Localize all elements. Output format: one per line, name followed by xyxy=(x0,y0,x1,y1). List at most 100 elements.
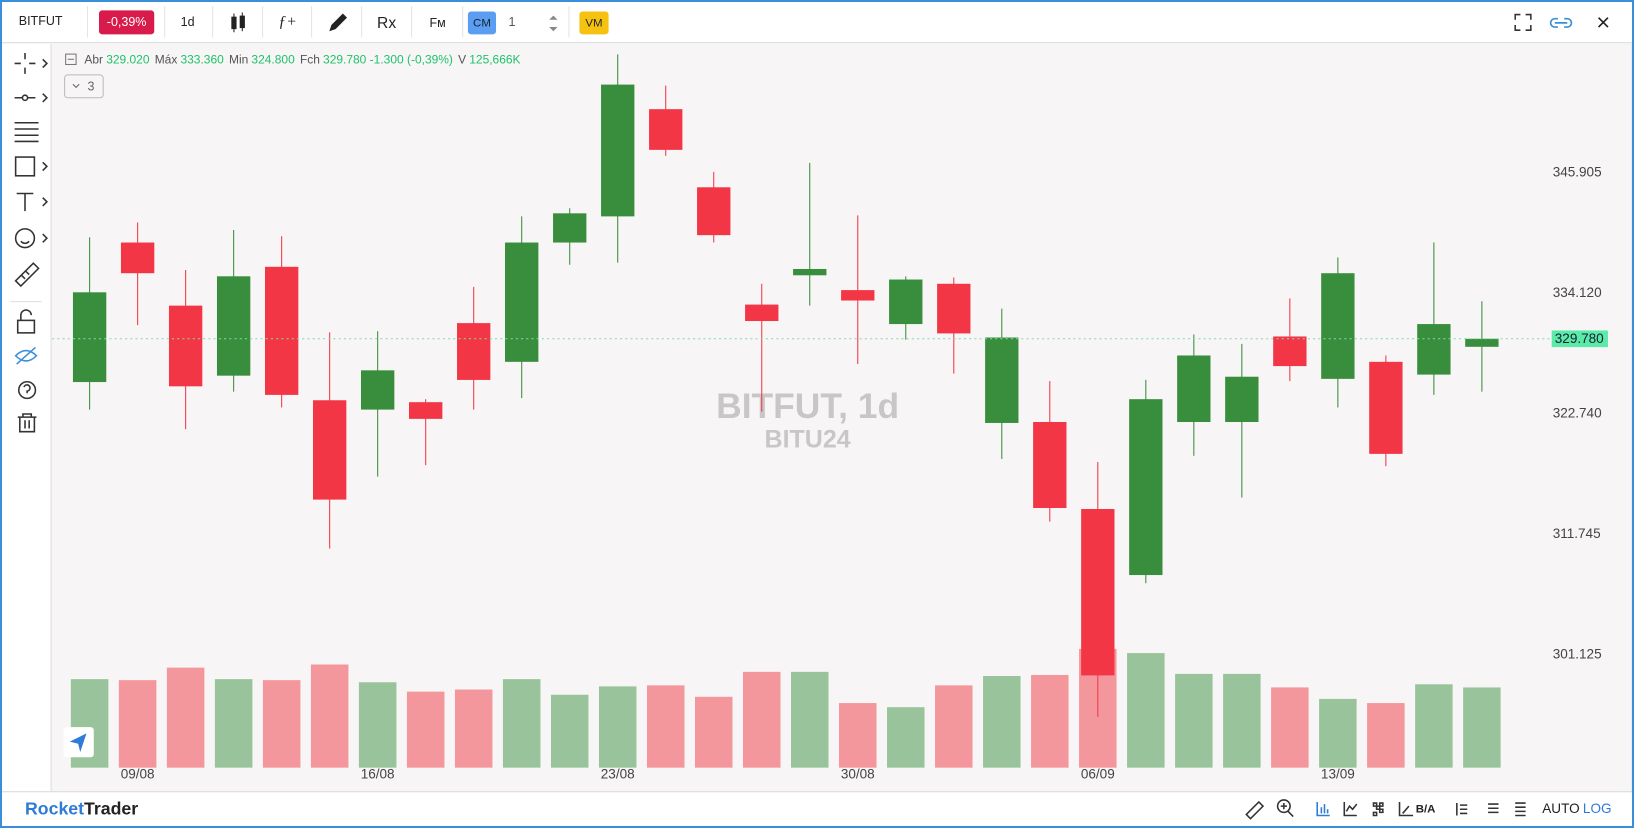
volume-bar xyxy=(166,667,205,768)
ba-button[interactable]: B/A xyxy=(1416,803,1436,815)
volume-bar xyxy=(887,707,925,768)
close-button[interactable] xyxy=(1597,17,1609,28)
y-tick-label: 345.905 xyxy=(1553,164,1602,179)
candle-body xyxy=(1465,338,1499,347)
candle-body xyxy=(168,305,203,387)
footer-icons[interactable] xyxy=(1245,799,1526,820)
collapse-legend[interactable] xyxy=(65,53,77,66)
candle-body xyxy=(1417,324,1451,375)
candle-body xyxy=(1225,376,1259,422)
navigate-icon xyxy=(69,733,87,753)
y-tick-label: 311.745 xyxy=(1553,526,1601,541)
quantity[interactable]: 1 xyxy=(509,15,516,29)
candle-body xyxy=(937,283,971,334)
legend-value: 329.780 -1.300 (-0,39%) xyxy=(323,52,453,66)
plot: 345.905 334.120 322.740 311.745 301.125 09/08… xyxy=(52,54,1608,782)
candle-body xyxy=(841,290,875,301)
candle-body xyxy=(1321,273,1355,379)
candle-body xyxy=(1129,399,1163,576)
y-tick-label: 301.125 xyxy=(1553,646,1602,661)
x-tick-label: 13/09 xyxy=(1321,767,1355,782)
volume-bar xyxy=(839,703,877,768)
volume-bar xyxy=(935,685,973,768)
rx-button[interactable]: Rx xyxy=(377,15,396,32)
volume-bar xyxy=(454,689,493,768)
candle-body xyxy=(216,276,251,376)
volume-bar xyxy=(502,679,541,768)
candle-body xyxy=(697,187,731,236)
log-button[interactable]: LOG xyxy=(1583,801,1612,816)
last-price-box xyxy=(1551,330,1608,348)
link-button[interactable] xyxy=(1549,17,1573,28)
indicators-button[interactable]: ƒ+ xyxy=(278,13,296,30)
candle-body xyxy=(457,323,491,380)
legend-value: 324.800 xyxy=(251,52,295,66)
candle-type-button[interactable] xyxy=(231,12,245,33)
candle-body xyxy=(793,268,827,276)
candle-body xyxy=(72,292,107,383)
brand-a: Rocket xyxy=(25,798,84,818)
brand: RocketTrader xyxy=(25,798,138,818)
legend-label: Máx xyxy=(155,52,178,66)
candle-body xyxy=(505,242,539,362)
candle-body xyxy=(1273,336,1307,367)
candle-body xyxy=(264,266,299,395)
fullscreen-button[interactable] xyxy=(1514,13,1532,31)
volume-bar xyxy=(214,679,253,768)
sidebar-icons[interactable] xyxy=(14,53,48,433)
legend-value: 329.020 xyxy=(106,52,150,66)
indicators-collapsed[interactable] xyxy=(64,74,104,99)
change-badge xyxy=(98,10,155,35)
cm-badge[interactable] xyxy=(467,11,497,35)
legend-label: Min xyxy=(229,52,248,66)
symbol[interactable]: BITFUT xyxy=(19,14,63,28)
volume-bar xyxy=(550,694,589,768)
candle-body xyxy=(312,400,347,500)
y-tick-label: 322.740 xyxy=(1553,405,1602,420)
footer xyxy=(2,792,1632,826)
spinner[interactable] xyxy=(549,15,558,32)
volume-bar xyxy=(598,686,637,768)
volume-bar xyxy=(646,685,685,768)
x-tick-label: 23/08 xyxy=(601,767,635,782)
fm-button[interactable]: Fм xyxy=(430,16,446,30)
toolbar xyxy=(2,2,1632,43)
candle-body xyxy=(1369,361,1403,454)
candle-body xyxy=(1177,355,1211,422)
draw-button[interactable] xyxy=(329,13,348,32)
collapsed-count: 3 xyxy=(88,80,95,94)
legend-label: Abr xyxy=(84,52,103,66)
volume-bar xyxy=(694,696,733,768)
legend-label: Fch xyxy=(300,52,320,66)
candle-body xyxy=(1081,508,1115,676)
candle-body xyxy=(1033,421,1067,509)
x-tick-label: 30/08 xyxy=(841,767,875,782)
legend-label: V xyxy=(458,52,466,66)
volume-bar xyxy=(1271,687,1309,768)
volume-bar xyxy=(358,682,397,768)
watermark: BITFUT, 1d xyxy=(716,387,899,426)
candle-body xyxy=(649,109,683,150)
interval[interactable]: 1d xyxy=(181,15,195,29)
volume-bar xyxy=(1415,684,1453,768)
vm-badge[interactable] xyxy=(579,11,609,35)
candle-body xyxy=(745,304,779,322)
volume-bar xyxy=(1463,687,1501,768)
volume-bar xyxy=(118,680,157,768)
auto-button[interactable]: AUTO xyxy=(1542,801,1579,816)
volume-bar xyxy=(790,671,829,768)
change: -0,39% xyxy=(107,15,147,29)
vm: VM xyxy=(585,17,602,29)
candle-body xyxy=(889,279,923,325)
candle-body xyxy=(361,370,395,410)
volume-bar xyxy=(310,664,349,768)
volume-bar xyxy=(1175,673,1213,768)
volume-bar xyxy=(742,671,781,768)
legend-value: 125,666K xyxy=(469,52,520,66)
candle-body xyxy=(985,337,1019,423)
x-tick-label: 06/09 xyxy=(1081,767,1115,782)
watermark-sub: BITU24 xyxy=(765,426,851,454)
volume-bar xyxy=(1319,698,1357,768)
